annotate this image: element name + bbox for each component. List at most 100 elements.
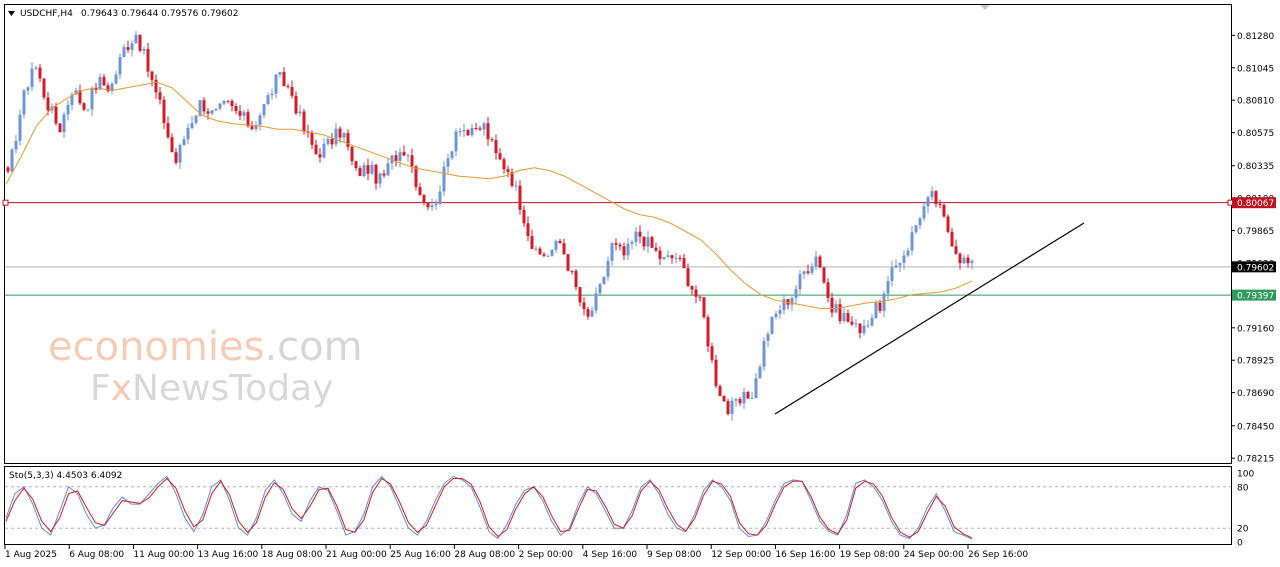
current-price-tag (1232, 261, 1276, 273)
candle-body (250, 126, 254, 130)
candle-body (254, 124, 258, 130)
candle-body (718, 386, 722, 396)
candle-body (658, 250, 662, 259)
candle-body (122, 47, 126, 58)
candle-body (166, 123, 170, 138)
candle-body (942, 204, 946, 217)
candle-body (262, 104, 266, 116)
candle-body (246, 112, 250, 127)
candle-body (726, 401, 730, 415)
candle-body (938, 203, 942, 205)
stochastic-main-line (5, 475, 973, 540)
candle-body (266, 95, 270, 105)
candle-body (514, 185, 518, 187)
candle-body (90, 87, 94, 110)
candle-body (62, 114, 66, 133)
candle-body (810, 266, 814, 273)
stochastic-axis: 100 80 20 0 (1237, 470, 1254, 549)
time-tick-label: 9 Sep 08:00 (647, 550, 702, 560)
candle-body (170, 137, 174, 153)
candle-body (918, 218, 922, 226)
candle-body (806, 271, 810, 273)
candle-body (838, 304, 842, 321)
candle-body (546, 255, 550, 257)
candle-body (194, 115, 198, 123)
candle-body (74, 90, 78, 95)
candle-body (518, 185, 522, 210)
resistance-line-handle[interactable] (2, 199, 9, 206)
candle-body (278, 72, 282, 75)
candle-body (498, 153, 502, 160)
candle-body (922, 206, 926, 219)
candle-body (926, 197, 930, 207)
candle-body (298, 111, 302, 114)
candle-body (702, 297, 706, 318)
time-tick-label: 4 Sep 16:00 (583, 550, 638, 560)
candle-body (342, 133, 346, 138)
candle-body (566, 254, 570, 271)
ascending-trendline[interactable] (774, 222, 1085, 415)
candle-body (682, 258, 686, 269)
time-tick-label: 13 Aug 16:00 (198, 550, 259, 560)
candle-body (590, 310, 594, 317)
time-tick-label: 26 Sep 16:00 (968, 550, 1028, 560)
candle-body (22, 90, 26, 115)
candle-body (762, 341, 766, 367)
candle-body (374, 164, 378, 184)
candle-body (282, 72, 286, 87)
candle-body (466, 129, 470, 136)
candle-body (826, 282, 830, 298)
candle-body (906, 250, 910, 256)
watermark-economies: economies.com (48, 324, 363, 370)
candle-body (238, 111, 242, 116)
candle-body (630, 241, 634, 244)
time-tick-label: 1 Aug 2025 (5, 550, 57, 560)
candle-body (346, 133, 350, 147)
candle-body (350, 146, 354, 162)
candle-body (582, 302, 586, 310)
candle-body (626, 243, 630, 256)
candle-body (118, 57, 122, 75)
candle-body (746, 392, 750, 399)
candle-body (850, 321, 854, 325)
watermark-fxnewstoday: FxNewsToday (90, 368, 333, 409)
candle-body (962, 257, 966, 264)
candle-body (674, 257, 678, 259)
stochastic-tick-label: 0 (1237, 539, 1243, 549)
candle-body (650, 237, 654, 248)
candle-body (34, 67, 38, 69)
candle-body (426, 202, 430, 208)
candle-body (18, 114, 22, 142)
candle-body (578, 287, 582, 303)
candle-body (894, 265, 898, 268)
candle-body (814, 256, 818, 267)
candle-body (490, 139, 494, 141)
candle-body (54, 106, 58, 124)
candle-body (30, 68, 34, 88)
candle-body (558, 240, 562, 244)
candle-body (542, 254, 546, 256)
symbol-menu-icon[interactable] (8, 11, 15, 16)
candle-body (86, 109, 90, 111)
candle-body (330, 138, 334, 145)
candle-body (134, 34, 138, 44)
candle-body (210, 110, 214, 114)
price-tick-label: 0.80335 (1237, 162, 1274, 172)
candle-body (530, 236, 534, 249)
price-tick-label: 0.79865 (1237, 227, 1274, 237)
candle-body (866, 325, 870, 327)
candle-body (914, 225, 918, 233)
candle-body (430, 205, 434, 208)
candle-body (598, 284, 602, 294)
time-tick-label: 25 Aug 16:00 (390, 550, 451, 560)
candle-body (550, 249, 554, 256)
candle-body (798, 274, 802, 290)
candle-body (378, 173, 382, 184)
candle-body (846, 313, 850, 322)
candle-body (382, 173, 386, 176)
chart-shift-marker[interactable] (980, 5, 990, 10)
candle-body (198, 100, 202, 116)
candle-body (70, 94, 74, 105)
candle-body (146, 49, 150, 72)
